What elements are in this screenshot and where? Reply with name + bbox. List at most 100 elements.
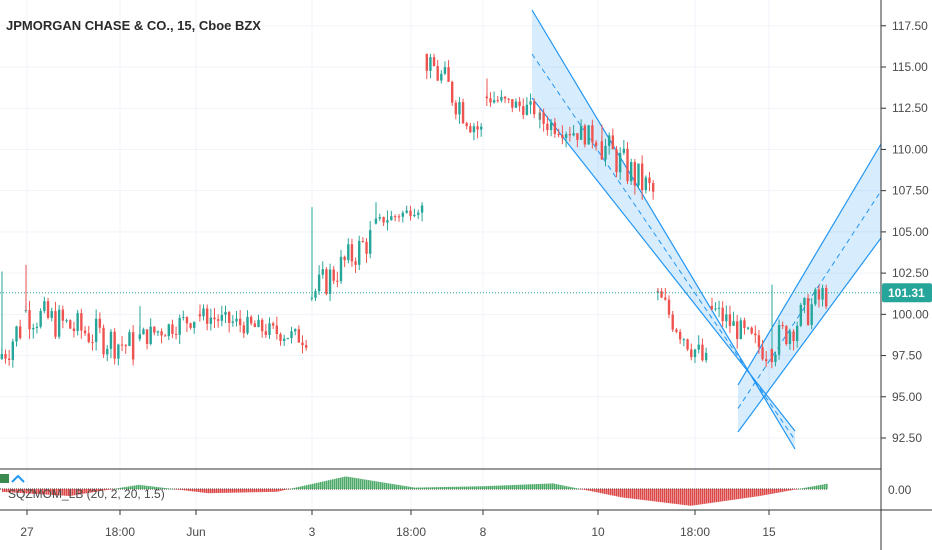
candle [447,60,450,82]
momentum-bar [38,489,40,495]
candle [32,323,35,339]
momentum-bar [706,489,708,504]
candle [764,351,768,368]
momentum-bar [416,487,418,489]
candle [279,332,282,346]
candle-body [198,314,202,317]
momentum-bar [808,487,810,489]
candle [65,318,68,323]
candle-body [390,216,393,221]
momentum-bar [332,479,334,489]
candle [238,310,242,333]
candle [714,302,717,312]
indicator-legend[interactable]: SQZMOM_LB (20, 2, 20, 1.5) [0,474,165,501]
momentum-bar [156,486,158,489]
candle [113,328,116,365]
momentum-bar [522,484,524,489]
candle [50,307,53,322]
momentum-bar [76,489,78,495]
candle [479,123,483,137]
candle [209,308,213,331]
momentum-bar [350,477,352,489]
candle [106,344,109,362]
candle-body [235,318,238,322]
candle [7,349,11,366]
candle-body [65,320,68,322]
candle-body [436,66,439,81]
momentum-bar [610,489,612,496]
candle [503,95,507,104]
momentum-bar [4,489,6,493]
candle [633,158,637,195]
momentum-bar [544,483,546,489]
momentum-bar [288,489,290,490]
candle-body [339,256,343,282]
candle [611,128,615,150]
candle-body [145,329,149,344]
candle [443,61,447,76]
momentum-bar [24,489,26,494]
candle [160,328,163,344]
momentum-bar [122,487,124,489]
y-tick-label: 97.50 [892,349,922,363]
momentum-bar [798,488,800,490]
candle [721,301,724,327]
candle-body [18,326,22,339]
momentum-bar [328,480,330,489]
momentum-bar [756,489,758,497]
momentum-bar [800,488,802,490]
candle [189,322,192,330]
candle-body [328,269,332,295]
momentum-bar [378,481,380,489]
chart-title[interactable]: JPMORGAN CHASE & CO., 15, Cboe BZX [6,18,261,33]
candle [142,327,145,335]
momentum-bar [166,488,168,489]
candle-body [128,332,131,346]
candle-body [301,342,304,346]
candle-body [633,162,637,186]
momentum-bar [554,483,556,489]
candle [618,147,622,180]
momentum-bar [168,488,170,490]
y-tick-label: 100.00 [892,307,929,321]
momentum-bar [540,483,542,489]
momentum-bar [278,489,280,492]
momentum-bar [280,489,282,491]
momentum-bar [704,489,706,504]
up-channel-upper[interactable] [737,143,882,386]
momentum-bar [636,489,638,500]
candle [757,329,761,354]
candle [405,205,408,214]
momentum-bar [404,485,406,489]
momentum-bar [194,489,196,492]
candle [80,308,83,339]
candle [572,124,575,137]
candle-body [675,329,678,332]
candle-body [549,122,553,131]
momentum-bar [298,486,300,489]
momentum-bar [686,489,688,506]
candle [128,329,131,347]
momentum-bar [242,489,244,493]
candle-body [561,135,564,139]
candle [761,339,764,361]
candle [185,316,189,333]
candle-body [626,148,629,182]
momentum-bar [700,489,702,505]
momentum-bar [52,489,54,495]
momentum-bar [746,489,748,498]
candle-body [227,311,231,323]
momentum-bar [112,489,114,490]
up-channel-lower[interactable] [737,237,882,433]
candle-body [746,327,750,329]
candle [224,305,227,324]
candle [735,315,739,349]
momentum-bar [10,489,12,493]
candle-body [704,352,708,361]
candle-body [514,101,518,108]
candle [732,311,735,326]
momentum-bar [770,489,772,494]
candle-body [171,324,174,335]
candle-body [615,149,618,173]
momentum-bar [244,489,246,493]
